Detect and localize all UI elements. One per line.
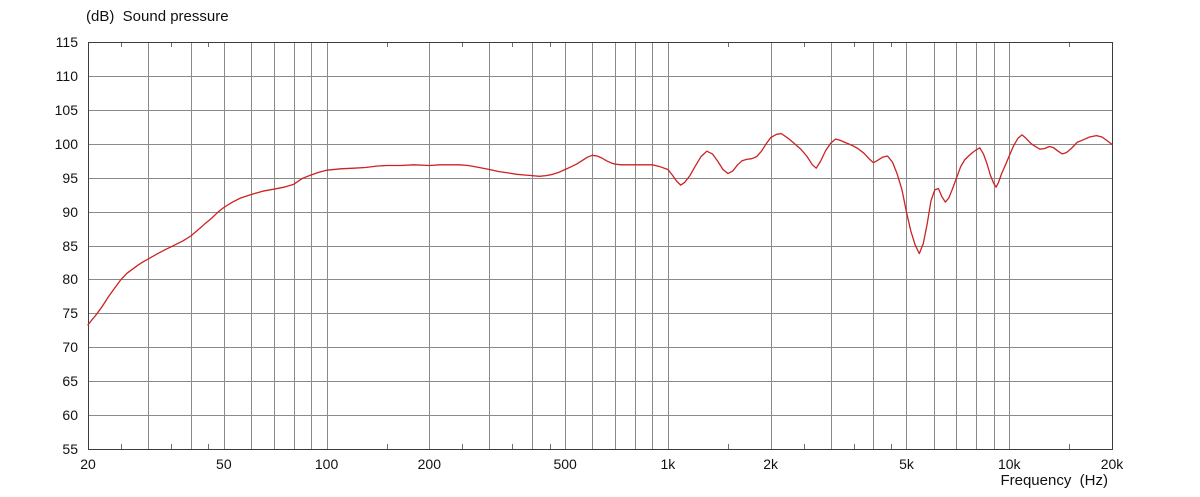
- y-tick-label: 85: [62, 237, 78, 254]
- x-tick-label: 200: [417, 456, 441, 472]
- x-tick-label: 20: [80, 456, 96, 472]
- y-axis-title: (dB) Sound pressure: [86, 8, 229, 25]
- plot-frame: [88, 42, 1113, 450]
- x-tick-label: 2k: [763, 456, 779, 472]
- y-tick-label: 80: [62, 271, 78, 288]
- x-tick-label: 50: [216, 456, 232, 472]
- x-tick-label: 500: [553, 456, 577, 472]
- x-tick-label: 100: [314, 456, 339, 472]
- y-tick-label: 65: [62, 373, 78, 390]
- y-tick-label: 95: [62, 169, 78, 186]
- y-tick-label: 90: [62, 203, 78, 220]
- x-tick-label: 10k: [997, 456, 1021, 472]
- x-axis-title: Frequency (Hz): [1000, 472, 1108, 489]
- y-tick-label: 60: [62, 407, 78, 424]
- y-tick-label: 115: [55, 34, 78, 50]
- x-tick-label: 5k: [899, 456, 914, 472]
- y-tick-label: 100: [54, 135, 78, 152]
- y-tick-label: 105: [54, 101, 78, 118]
- y-tick-label: 75: [62, 305, 78, 322]
- x-tick-label: 20k: [1100, 456, 1124, 472]
- y-tick-label: 55: [62, 441, 78, 457]
- response-curve: [87, 132, 1113, 326]
- y-tick-label: 70: [62, 339, 78, 356]
- y-tick-label: 110: [55, 67, 78, 84]
- x-tick-label: 1k: [660, 456, 676, 472]
